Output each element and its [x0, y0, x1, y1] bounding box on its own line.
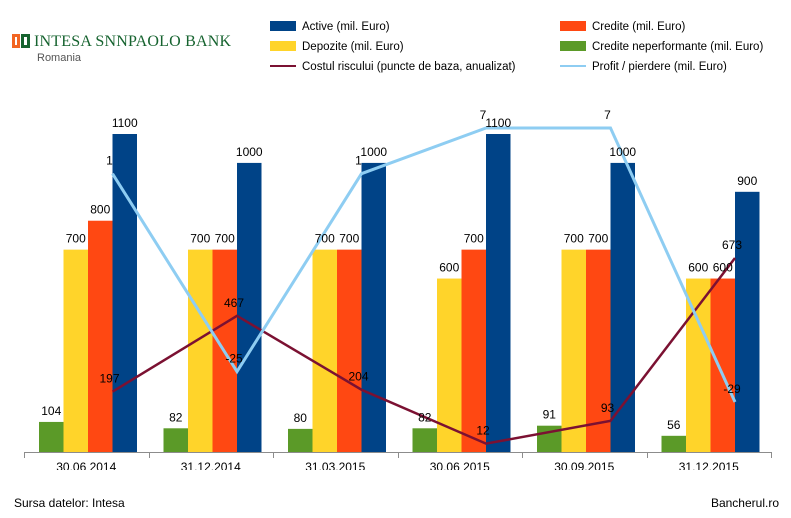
bar [88, 220, 113, 452]
profit-data-label: -29 [723, 382, 741, 396]
profit-data-label: 7 [480, 108, 487, 122]
bar-data-label: 1100 [112, 116, 138, 130]
risk-cost-line [111, 257, 736, 445]
legend-item: Credite neperformante (mil. Euro) [560, 41, 763, 53]
bar-data-label: 1000 [360, 145, 387, 159]
bar [486, 134, 511, 452]
legend-swatch [560, 41, 586, 51]
bank-emblem-icon [12, 34, 30, 48]
site-credit: Bancherul.ro [710, 496, 779, 510]
bar [412, 428, 437, 452]
profit-data-label: 1 [355, 154, 362, 168]
profit-data-label: 7 [604, 108, 611, 122]
bar-data-label: 1000 [236, 145, 263, 159]
legend-item: Active (mil. Euro) [270, 21, 390, 33]
bar [237, 162, 262, 452]
bar-data-label: 600 [688, 261, 708, 275]
legend-label: Credite (mil. Euro) [592, 21, 686, 33]
legend-item: Costul riscului (puncte de baza, anualiz… [270, 61, 516, 73]
bar [112, 134, 137, 452]
profit-loss-line [111, 126, 737, 403]
legend-swatch [560, 65, 586, 67]
bar-data-label: 700 [564, 232, 584, 246]
bar [63, 249, 88, 452]
bar [661, 435, 686, 452]
legend-item: Depozite (mil. Euro) [270, 41, 404, 53]
bar-data-label: 700 [588, 232, 608, 246]
legend-label: Profit / pierdere (mil. Euro) [592, 61, 727, 73]
bar-line-chart: 30.06 2014 31.12.2014 31.03.2015 30.06 2015… [24, 108, 772, 470]
x-tick-label: 31.03.2015 [305, 460, 365, 470]
bar-data-label: 700 [190, 232, 210, 246]
risk-data-label: 204 [348, 370, 368, 384]
bar [461, 249, 486, 452]
bar [312, 249, 337, 452]
x-tick-label: 31.12.2015 [679, 460, 739, 470]
brand-country: Romania [37, 52, 82, 64]
bar-data-label: 700 [66, 232, 86, 246]
x-tick-label: 30.06 2014 [56, 460, 116, 470]
bar [561, 249, 586, 452]
legend-swatch [270, 65, 296, 67]
bar-data-label: 82 [418, 410, 432, 424]
bar [437, 278, 462, 452]
chart-legend: Active (mil. Euro) Credite (mil. Euro) Dep… [270, 3, 790, 83]
risk-data-label: 673 [722, 238, 742, 252]
x-tick-label: 30.09.2015 [554, 460, 614, 470]
bar [710, 278, 735, 452]
brand-name-row: INTESA SNNPAOLO BANK [12, 33, 231, 51]
bank-logo: INTESA SNNPAOLO BANK Romania [12, 33, 231, 64]
bar-data-label: 1100 [485, 116, 511, 130]
profit-data-label: -25 [225, 352, 243, 366]
x-tick-label: 31.12.2014 [181, 460, 241, 470]
legend-label: Active (mil. Euro) [302, 21, 390, 33]
bar-data-label: 104 [41, 404, 61, 418]
bar-series-group [39, 134, 760, 452]
bar [361, 162, 386, 452]
risk-data-label: 93 [601, 401, 615, 415]
bar-data-label: 600 [713, 261, 733, 275]
risk-data-label: 12 [476, 424, 490, 438]
legend-label: Depozite (mil. Euro) [302, 41, 404, 53]
bar [288, 428, 313, 452]
bar [735, 191, 760, 452]
bar-data-label: 1000 [609, 145, 636, 159]
bar [39, 421, 64, 452]
data-source-note: Sursa datelor: Intesa [14, 496, 125, 510]
bar-data-label: 56 [667, 418, 681, 432]
bar [163, 428, 188, 452]
legend-swatch [560, 21, 586, 31]
x-tick-label: 30.06 2015 [430, 460, 490, 470]
bar-data-label: 91 [543, 408, 557, 422]
bar [337, 249, 362, 452]
bar [188, 249, 213, 452]
bar-data-label: 800 [90, 203, 110, 217]
bar-data-label: 700 [464, 232, 484, 246]
bar-data-label: 82 [169, 410, 183, 424]
bar-data-label: 700 [339, 232, 359, 246]
bar-data-label: 900 [737, 174, 757, 188]
legend-label: Costul riscului (puncte de baza, anualiz… [302, 61, 516, 73]
risk-data-label: 467 [224, 296, 244, 310]
bar [586, 249, 611, 452]
bar-data-label: 600 [439, 261, 459, 275]
bar-data-label: 700 [215, 232, 235, 246]
brand-name: INTESA SNNPAOLO BANK [34, 33, 232, 50]
legend-label: Credite neperformante (mil. Euro) [592, 41, 764, 53]
legend-item: Profit / pierdere (mil. Euro) [560, 61, 727, 73]
legend-item: Credite (mil. Euro) [560, 21, 685, 33]
profit-data-label: 1 [106, 154, 113, 168]
bar-data-label: 80 [294, 411, 308, 425]
bar-data-label: 700 [315, 232, 335, 246]
legend-swatch [270, 41, 296, 51]
legend-swatch [270, 21, 296, 31]
risk-data-label: 197 [99, 372, 119, 386]
